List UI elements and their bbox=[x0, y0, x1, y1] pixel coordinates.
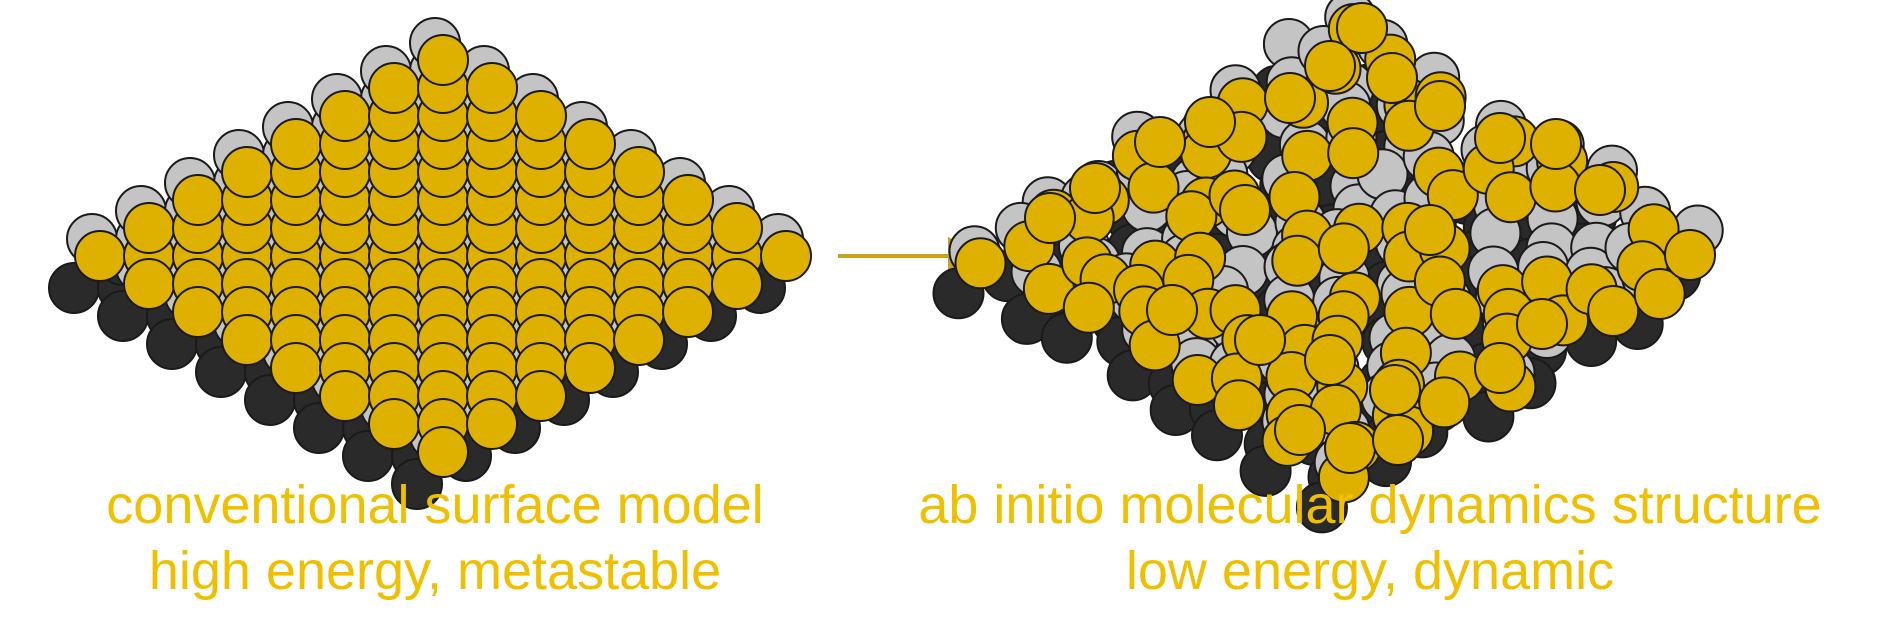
surface-atom-gold bbox=[564, 118, 616, 170]
left-caption: conventional surface model high energy, … bbox=[40, 472, 830, 604]
adatom-gold bbox=[1664, 229, 1716, 281]
right-caption-line2: low energy, dynamic bbox=[1125, 541, 1615, 601]
surface-atom-gold bbox=[368, 398, 420, 450]
surface-atom-gold bbox=[417, 426, 469, 478]
adatom-gold bbox=[1274, 404, 1326, 456]
surface-atom-gold bbox=[1429, 287, 1482, 340]
left-caption-line1: conventional surface model bbox=[106, 475, 764, 535]
surface-atom-gold bbox=[172, 286, 224, 338]
surface-atom-gold bbox=[1418, 376, 1471, 429]
surface-atom-gold bbox=[1327, 127, 1380, 180]
adatom-gold bbox=[1024, 192, 1076, 244]
adatom-gold bbox=[1574, 164, 1626, 216]
adatom-gold bbox=[1234, 314, 1286, 366]
adatom-gold bbox=[1474, 342, 1526, 394]
right-caption: ab initio molecular dynamics structure l… bbox=[870, 472, 1870, 604]
ab-initio-md-structure-cluster bbox=[932, 0, 1724, 534]
surface-atom-gold bbox=[1633, 268, 1686, 320]
adatom-gold bbox=[1324, 422, 1376, 474]
surface-atom-gold bbox=[1271, 234, 1324, 287]
surface-atom-gold bbox=[123, 202, 175, 254]
surface-atom-gold bbox=[1587, 285, 1640, 337]
surface-atom-gold bbox=[319, 90, 371, 142]
surface-atom-gold bbox=[662, 174, 714, 226]
surface-atom-gold bbox=[221, 314, 273, 366]
surface-atom-gold bbox=[417, 34, 469, 86]
surface-atom-gold bbox=[1213, 379, 1265, 432]
adatom-gold bbox=[1372, 414, 1424, 466]
surface-atom-gold bbox=[1484, 171, 1537, 224]
surface-atom-gold bbox=[123, 258, 175, 310]
adatom-gold bbox=[1184, 96, 1236, 148]
adatom-gold bbox=[1414, 80, 1466, 132]
surface-atom-gold bbox=[466, 398, 518, 450]
right-caption-line1: ab initio molecular dynamics structure bbox=[918, 475, 1822, 535]
surface-atom-gold bbox=[613, 146, 665, 198]
adatom-gold bbox=[1369, 364, 1421, 416]
surface-atom-gold bbox=[1062, 281, 1115, 334]
adatom-gold bbox=[1304, 40, 1356, 92]
surface-atom-gold bbox=[760, 230, 812, 282]
surface-atom-gold bbox=[319, 370, 371, 422]
conventional-surface-model-cluster bbox=[48, 17, 812, 510]
adatom-gold bbox=[1134, 116, 1186, 168]
surface-atom-gold bbox=[564, 342, 616, 394]
adatom-gold bbox=[1264, 72, 1316, 124]
surface-atom-gold bbox=[954, 237, 1007, 290]
adatom-gold bbox=[1069, 162, 1121, 214]
surface-atom-gold bbox=[221, 146, 273, 198]
surface-atom-gold bbox=[270, 118, 322, 170]
surface-atom-gold bbox=[172, 174, 224, 226]
surface-atom-gold bbox=[1317, 222, 1370, 275]
adatom-gold bbox=[1530, 118, 1582, 170]
adatom-gold bbox=[1146, 284, 1198, 336]
surface-atom-gold bbox=[515, 90, 567, 142]
left-caption-line2: high energy, metastable bbox=[148, 541, 722, 601]
surface-atom-gold bbox=[74, 230, 126, 282]
adatom-gold bbox=[1336, 2, 1388, 54]
surface-atom-gold bbox=[662, 286, 714, 338]
surface-atom-gold bbox=[270, 342, 322, 394]
adatom-gold bbox=[1404, 204, 1456, 256]
adatom-gold bbox=[1219, 184, 1271, 236]
adatom-gold bbox=[1474, 112, 1526, 164]
surface-atom-gold bbox=[466, 62, 518, 114]
surface-atom-gold bbox=[368, 62, 420, 114]
surface-atom-gold bbox=[711, 202, 763, 254]
adatom-gold bbox=[1516, 298, 1568, 350]
adatom-gold bbox=[1304, 334, 1356, 386]
adatom-gold bbox=[1366, 52, 1418, 104]
surface-atom-gold bbox=[711, 258, 763, 310]
surface-atom-gold bbox=[613, 314, 665, 366]
surface-atom-gold bbox=[515, 370, 567, 422]
